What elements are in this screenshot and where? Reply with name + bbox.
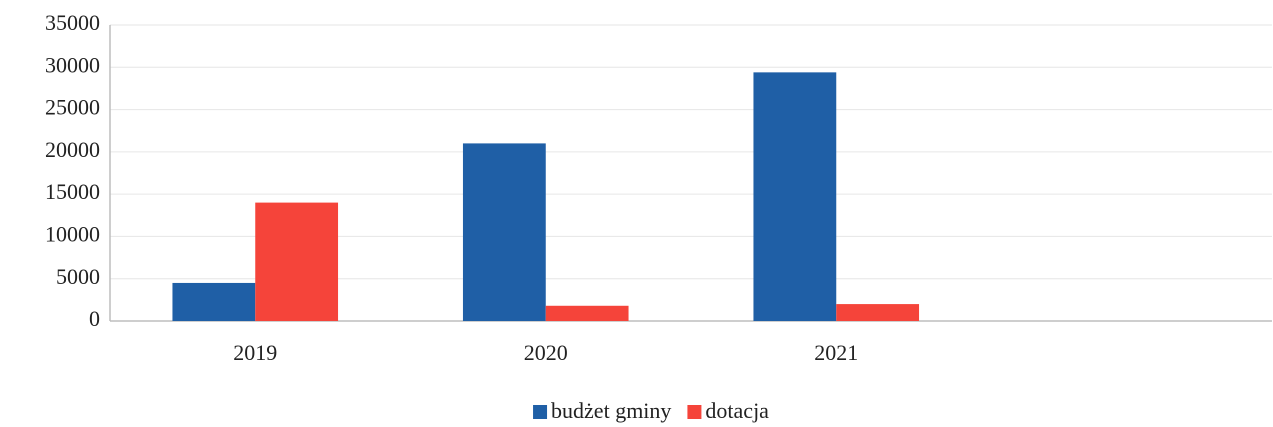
y-tick-label: 5000 xyxy=(56,264,100,289)
y-tick-label: 0 xyxy=(89,306,100,331)
legend-label: dotacja xyxy=(705,398,769,423)
legend-label: budżet gminy xyxy=(551,398,671,423)
x-tick-label: 2019 xyxy=(233,340,277,365)
y-tick-label: 30000 xyxy=(45,52,100,77)
y-tick-label: 15000 xyxy=(45,179,100,204)
y-tick-label: 10000 xyxy=(45,221,100,246)
x-tick-label: 2020 xyxy=(524,340,568,365)
bar xyxy=(172,282,256,321)
bar xyxy=(462,143,546,321)
bar xyxy=(753,72,837,321)
legend-swatch xyxy=(533,405,548,419)
legend-swatch xyxy=(687,405,702,419)
y-tick-label: 25000 xyxy=(45,95,100,120)
y-tick-label: 20000 xyxy=(45,137,100,162)
y-tick-label: 35000 xyxy=(45,10,100,35)
bar xyxy=(255,202,339,321)
bar xyxy=(545,305,629,321)
x-tick-label: 2021 xyxy=(814,340,858,365)
bar xyxy=(836,304,920,321)
